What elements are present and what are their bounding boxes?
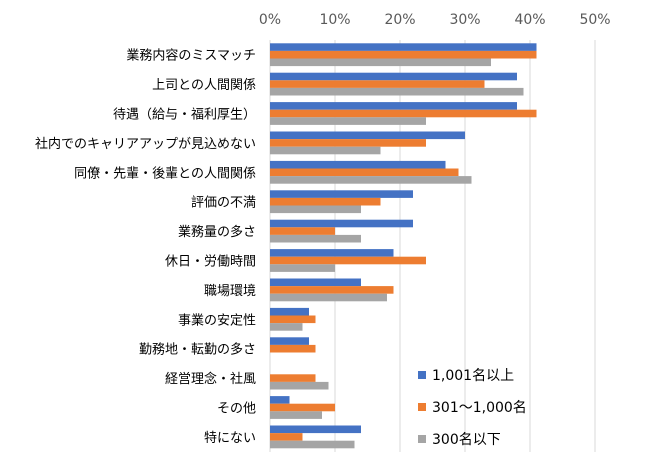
bar-series-3 [270,205,361,214]
x-tick-label: 0% [259,12,281,28]
legend-label: 301～1,000名 [432,400,527,416]
x-tick-labels: 0% 10% 20% 30% 40% 50% [259,12,611,28]
bar-series-2 [270,374,316,382]
bar-series-1 [270,396,290,404]
bar-series-3 [270,323,303,331]
bar-series-1 [270,72,517,81]
bar-series-1 [270,249,394,257]
x-tick-label: 20% [384,12,415,28]
gridlines [269,40,596,452]
bars [270,43,537,449]
legend: 1,001名以上 301～1,000名 300名以下 [418,368,527,448]
category-label: 同僚・先輩・後輩との人間関係 [74,166,256,181]
bar-series-3 [270,234,361,243]
bar-series-1 [270,43,537,51]
legend-label: 1,001名以上 [432,368,514,384]
category-label: 評価の不満 [191,196,256,211]
bar-series-1 [270,190,413,198]
bar-series-2 [270,403,335,412]
bar-series-1 [270,425,361,434]
bar-series-1 [270,131,465,140]
category-label: 勤務地・転勤の多さ [139,342,256,358]
bar-series-2 [270,139,426,147]
bar-series-3 [270,411,322,419]
category-label: 事業の安定性 [178,312,256,328]
bar-series-3 [270,381,329,390]
legend-swatch [418,371,426,379]
bar-series-3 [270,293,387,302]
category-label: 業務量の多さ [178,224,256,240]
bar-series-1 [270,278,361,287]
bar-series-1 [270,337,309,345]
category-label: 社内でのキャリアアップが見込めない [35,136,256,152]
x-tick-label: 10% [319,12,350,28]
bar-series-2 [270,227,335,235]
bar-series-2 [270,256,426,265]
bar-series-2 [270,109,537,118]
bar-series-2 [270,286,394,294]
category-label: 待遇（給与・福利厚生） [113,108,256,123]
bar-series-2 [270,168,459,177]
bar-series-2 [270,344,316,353]
bar-series-1 [270,160,446,169]
category-label: 休日・労働時間 [165,255,256,270]
bar-series-3 [270,87,524,96]
bar-series-3 [270,146,381,155]
category-label: その他 [217,402,256,417]
bar-series-3 [270,117,426,125]
bar-series-3 [270,58,491,67]
category-label: 業務内容のミスマッチ [126,48,256,64]
category-label: 経営理念・社風 [165,371,256,387]
bar-series-2 [270,50,537,59]
bar-series-1 [270,102,517,110]
bar-series-1 [270,307,309,316]
category-label: 特にない [204,431,256,446]
x-tick-label: 40% [514,12,545,28]
legend-swatch [418,435,426,443]
bar-series-2 [270,433,303,441]
bar-series-2 [270,80,485,88]
x-tick-label: 50% [579,12,610,28]
category-label: 上司との人間関係 [152,78,256,93]
bar-series-3 [270,264,335,272]
bar-series-1 [270,219,413,228]
x-tick-label: 30% [449,12,480,28]
category-label: 職場環境 [204,284,256,299]
legend-label: 300名以下 [432,432,501,448]
bar-series-2 [270,315,316,324]
legend-swatch [418,403,426,411]
bar-series-3 [270,440,355,449]
bar-series-3 [270,176,472,184]
bar-series-2 [270,197,381,206]
